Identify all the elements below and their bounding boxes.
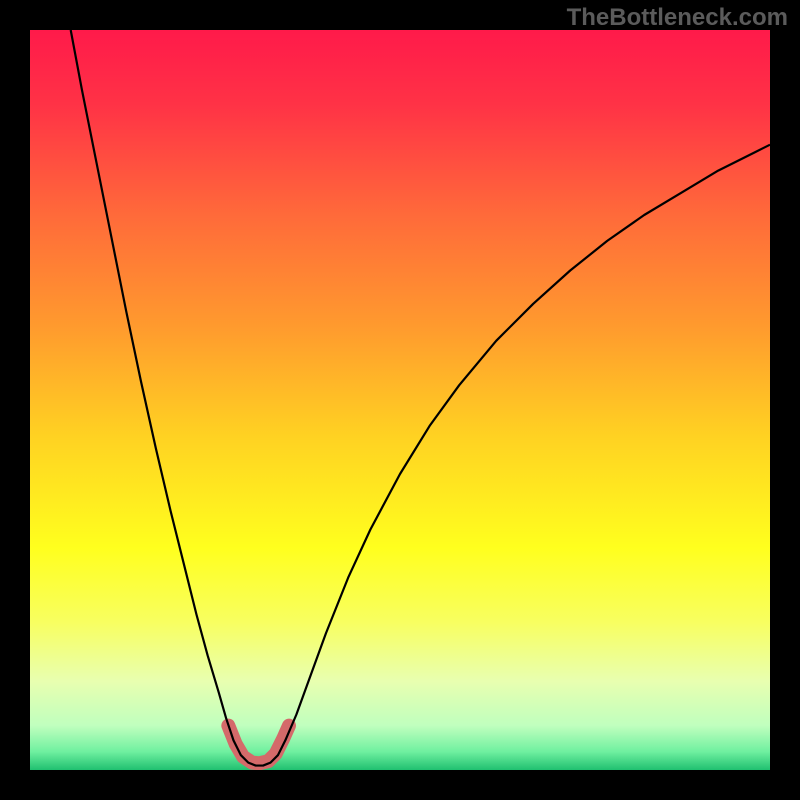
plot-area — [30, 30, 770, 770]
gradient-background — [30, 30, 770, 770]
chart-frame: TheBottleneck.com — [0, 0, 800, 800]
chart-svg — [30, 30, 770, 770]
watermark-text: TheBottleneck.com — [567, 4, 788, 32]
